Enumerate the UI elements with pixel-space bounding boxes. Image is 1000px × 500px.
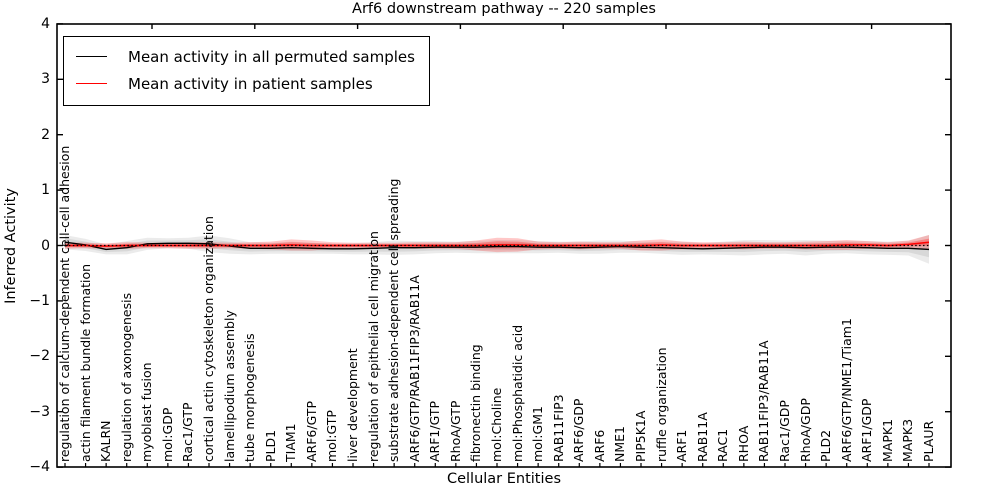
x-category-label: mol:GM1: [530, 406, 546, 462]
x-category-label: PIP5K1A: [633, 410, 648, 462]
chart-title: Arf6 downstream pathway -- 220 samples: [352, 1, 656, 17]
x-category-label: ARF1: [674, 429, 690, 462]
x-category-label: ARF1/GTP: [427, 400, 443, 462]
x-category-label: KALRN: [98, 420, 114, 462]
x-category-label: RAB11A: [694, 412, 710, 462]
x-category-label: PLD1: [262, 429, 278, 462]
x-category-label: cortical actin cytoskeleton organization: [201, 216, 216, 462]
x-category-label: substrate adhesion-dependent cell spread…: [386, 178, 402, 462]
x-category-label: regulation of axonogenesis: [118, 292, 134, 462]
x-category-label: liver development: [345, 348, 360, 462]
y-tick-label: −4: [29, 459, 50, 476]
x-category-label: PLAUR: [921, 420, 936, 462]
x-category-label: Rac1/GTP: [180, 402, 196, 462]
x-category-label: MAPK1: [879, 418, 895, 462]
legend-label-permuted: Mean activity in all permuted samples: [128, 47, 415, 66]
x-category-label: regulation of epithelial cell migration: [365, 231, 381, 462]
y-tick-label: −1: [29, 292, 50, 309]
x-category-label: mol:GTP: [324, 410, 340, 462]
x-category-label: mol:Choline: [489, 387, 504, 462]
x-category-label: NME1: [612, 426, 628, 462]
x-category-label: ARF6/GTP/NME1/Tiam1: [838, 318, 854, 462]
legend-entry-permuted: Mean activity in all permuted samples: [76, 43, 415, 70]
x-category-label: RAB11FIP3: [550, 394, 566, 462]
x-category-label: Rac1/GDP: [777, 400, 792, 462]
x-category-label: ARF6/GDP: [571, 398, 587, 462]
x-category-label: RhoA/GDP: [797, 398, 813, 462]
x-category-label: ARF6/GTP/RAB11FIP3/RAB11A: [406, 275, 422, 462]
legend-line-red: [76, 83, 107, 84]
x-category-label: tube morphogenesis: [242, 333, 258, 462]
x-category-label: RhoA/GTP: [447, 400, 463, 462]
y-tick-label: 0: [41, 237, 50, 254]
x-category-label: actin filament bundle formation: [77, 263, 93, 462]
x-category-label: RAC1: [715, 428, 731, 462]
x-category-label: RAB11FIP3/RAB11A: [756, 340, 772, 462]
x-category-label: ARF6: [591, 429, 607, 462]
legend-line-black: [76, 56, 107, 57]
x-category-label: MAPK3: [900, 418, 916, 462]
y-tick-label: −3: [29, 403, 50, 420]
y-tick-label: 4: [41, 15, 50, 32]
x-category-label: RHOA: [735, 425, 751, 462]
x-category-label: ARF1/GDP: [859, 398, 875, 462]
legend: Mean activity in all permuted samples Me…: [63, 36, 430, 106]
y-tick-label: 1: [41, 182, 50, 199]
x-category-label: ARF6/GTP: [303, 400, 319, 462]
x-category-label: PLD2: [818, 429, 834, 462]
x-axis-label: Cellular Entities: [446, 471, 562, 487]
x-category-label: lamellipodium assembly: [221, 310, 237, 462]
legend-entry-patient: Mean activity in patient samples: [76, 70, 415, 97]
x-category-label: ruffle organization: [653, 347, 669, 462]
y-tick-label: 2: [41, 126, 50, 143]
x-category-label: myoblast fusion: [139, 362, 155, 462]
x-category-label: TIAM1: [283, 423, 299, 462]
x-category-label: fibronectin binding: [468, 344, 484, 462]
y-tick-label: −2: [29, 348, 50, 365]
legend-label-patient: Mean activity in patient samples: [128, 74, 373, 93]
x-category-label: regulation of calcium-dependent cell-cel…: [57, 145, 72, 462]
x-category-label: mol:Phosphatidic acid: [509, 324, 525, 462]
x-category-label: mol:GDP: [159, 407, 175, 462]
y-tick-label: 3: [41, 71, 50, 88]
